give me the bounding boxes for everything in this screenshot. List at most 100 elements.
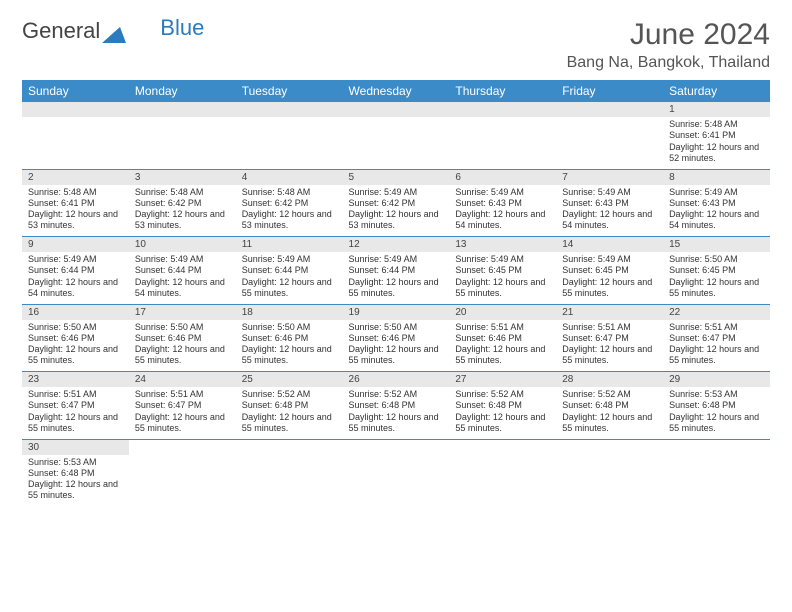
day-detail-cell: [236, 455, 343, 507]
daynum-row: 9101112131415: [22, 237, 770, 253]
day-detail-cell: Sunrise: 5:49 AMSunset: 6:43 PMDaylight:…: [556, 185, 663, 237]
day-number-cell: 16: [22, 304, 129, 320]
day-number-cell: [22, 102, 129, 117]
day-number-cell: [663, 439, 770, 455]
month-title: June 2024: [567, 18, 770, 52]
day-detail-cell: [556, 455, 663, 507]
day-detail-cell: Sunrise: 5:50 AMSunset: 6:46 PMDaylight:…: [22, 320, 129, 372]
daynum-row: 2345678: [22, 169, 770, 185]
col-friday: Friday: [556, 80, 663, 102]
daynum-row: 30: [22, 439, 770, 455]
day-detail-cell: Sunrise: 5:48 AMSunset: 6:41 PMDaylight:…: [663, 117, 770, 169]
day-number-cell: [556, 439, 663, 455]
day-number-cell: 9: [22, 237, 129, 253]
day-detail-cell: Sunrise: 5:49 AMSunset: 6:43 PMDaylight:…: [663, 185, 770, 237]
day-detail-cell: Sunrise: 5:49 AMSunset: 6:44 PMDaylight:…: [22, 252, 129, 304]
col-saturday: Saturday: [663, 80, 770, 102]
day-detail-cell: Sunrise: 5:48 AMSunset: 6:42 PMDaylight:…: [129, 185, 236, 237]
day-number-cell: [343, 102, 450, 117]
day-detail-cell: Sunrise: 5:49 AMSunset: 6:44 PMDaylight:…: [236, 252, 343, 304]
day-detail-cell: Sunrise: 5:52 AMSunset: 6:48 PMDaylight:…: [556, 387, 663, 439]
day-number-cell: 28: [556, 372, 663, 388]
day-number-cell: 29: [663, 372, 770, 388]
day-number-cell: 7: [556, 169, 663, 185]
day-number-cell: [236, 102, 343, 117]
day-detail-cell: Sunrise: 5:51 AMSunset: 6:47 PMDaylight:…: [22, 387, 129, 439]
calendar-body: 1Sunrise: 5:48 AMSunset: 6:41 PMDaylight…: [22, 102, 770, 507]
day-detail-cell: Sunrise: 5:51 AMSunset: 6:46 PMDaylight:…: [449, 320, 556, 372]
day-detail-cell: Sunrise: 5:48 AMSunset: 6:41 PMDaylight:…: [22, 185, 129, 237]
day-detail-cell: Sunrise: 5:49 AMSunset: 6:43 PMDaylight:…: [449, 185, 556, 237]
logo-text-1: General: [22, 18, 100, 44]
day-detail-cell: Sunrise: 5:50 AMSunset: 6:46 PMDaylight:…: [343, 320, 450, 372]
daynum-row: 16171819202122: [22, 304, 770, 320]
detail-row: Sunrise: 5:50 AMSunset: 6:46 PMDaylight:…: [22, 320, 770, 372]
day-detail-cell: Sunrise: 5:49 AMSunset: 6:45 PMDaylight:…: [449, 252, 556, 304]
day-number-cell: 8: [663, 169, 770, 185]
day-detail-cell: Sunrise: 5:49 AMSunset: 6:45 PMDaylight:…: [556, 252, 663, 304]
day-detail-cell: Sunrise: 5:50 AMSunset: 6:46 PMDaylight:…: [236, 320, 343, 372]
day-number-cell: [449, 439, 556, 455]
day-number-cell: 5: [343, 169, 450, 185]
day-detail-cell: [22, 117, 129, 169]
day-detail-cell: Sunrise: 5:49 AMSunset: 6:44 PMDaylight:…: [129, 252, 236, 304]
day-number-cell: 21: [556, 304, 663, 320]
daynum-row: 1: [22, 102, 770, 117]
day-detail-cell: Sunrise: 5:48 AMSunset: 6:42 PMDaylight:…: [236, 185, 343, 237]
detail-row: Sunrise: 5:48 AMSunset: 6:41 PMDaylight:…: [22, 185, 770, 237]
day-number-cell: 3: [129, 169, 236, 185]
day-number-cell: 19: [343, 304, 450, 320]
day-detail-cell: Sunrise: 5:50 AMSunset: 6:45 PMDaylight:…: [663, 252, 770, 304]
day-detail-cell: Sunrise: 5:50 AMSunset: 6:46 PMDaylight:…: [129, 320, 236, 372]
day-number-cell: [556, 102, 663, 117]
day-number-cell: 20: [449, 304, 556, 320]
day-detail-cell: Sunrise: 5:52 AMSunset: 6:48 PMDaylight:…: [449, 387, 556, 439]
day-number-cell: [449, 102, 556, 117]
logo: General Blue: [22, 18, 204, 44]
detail-row: Sunrise: 5:48 AMSunset: 6:41 PMDaylight:…: [22, 117, 770, 169]
day-number-cell: 2: [22, 169, 129, 185]
day-detail-cell: Sunrise: 5:51 AMSunset: 6:47 PMDaylight:…: [556, 320, 663, 372]
day-number-cell: 27: [449, 372, 556, 388]
day-number-cell: 15: [663, 237, 770, 253]
day-detail-cell: Sunrise: 5:52 AMSunset: 6:48 PMDaylight:…: [236, 387, 343, 439]
day-detail-cell: Sunrise: 5:49 AMSunset: 6:44 PMDaylight:…: [343, 252, 450, 304]
day-detail-cell: [129, 117, 236, 169]
col-sunday: Sunday: [22, 80, 129, 102]
day-detail-cell: [663, 455, 770, 507]
logo-sail-icon: [102, 23, 126, 39]
day-detail-cell: [449, 117, 556, 169]
day-number-cell: [343, 439, 450, 455]
day-detail-cell: [556, 117, 663, 169]
title-block: June 2024 Bang Na, Bangkok, Thailand: [567, 18, 770, 72]
detail-row: Sunrise: 5:49 AMSunset: 6:44 PMDaylight:…: [22, 252, 770, 304]
day-number-cell: 25: [236, 372, 343, 388]
day-number-cell: 12: [343, 237, 450, 253]
logo-text-2: Blue: [160, 15, 204, 41]
weekday-header-row: Sunday Monday Tuesday Wednesday Thursday…: [22, 80, 770, 102]
day-detail-cell: Sunrise: 5:53 AMSunset: 6:48 PMDaylight:…: [663, 387, 770, 439]
col-monday: Monday: [129, 80, 236, 102]
day-number-cell: 23: [22, 372, 129, 388]
location-label: Bang Na, Bangkok, Thailand: [567, 54, 770, 72]
day-number-cell: 6: [449, 169, 556, 185]
day-number-cell: 14: [556, 237, 663, 253]
col-thursday: Thursday: [449, 80, 556, 102]
calendar-table: Sunday Monday Tuesday Wednesday Thursday…: [22, 80, 770, 507]
day-number-cell: 13: [449, 237, 556, 253]
day-detail-cell: [449, 455, 556, 507]
daynum-row: 23242526272829: [22, 372, 770, 388]
day-detail-cell: [343, 455, 450, 507]
day-number-cell: 30: [22, 439, 129, 455]
day-number-cell: 4: [236, 169, 343, 185]
day-detail-cell: Sunrise: 5:51 AMSunset: 6:47 PMDaylight:…: [129, 387, 236, 439]
detail-row: Sunrise: 5:53 AMSunset: 6:48 PMDaylight:…: [22, 455, 770, 507]
day-number-cell: 17: [129, 304, 236, 320]
day-detail-cell: [343, 117, 450, 169]
day-number-cell: 1: [663, 102, 770, 117]
day-number-cell: 11: [236, 237, 343, 253]
day-detail-cell: [129, 455, 236, 507]
day-number-cell: 18: [236, 304, 343, 320]
detail-row: Sunrise: 5:51 AMSunset: 6:47 PMDaylight:…: [22, 387, 770, 439]
day-number-cell: 10: [129, 237, 236, 253]
